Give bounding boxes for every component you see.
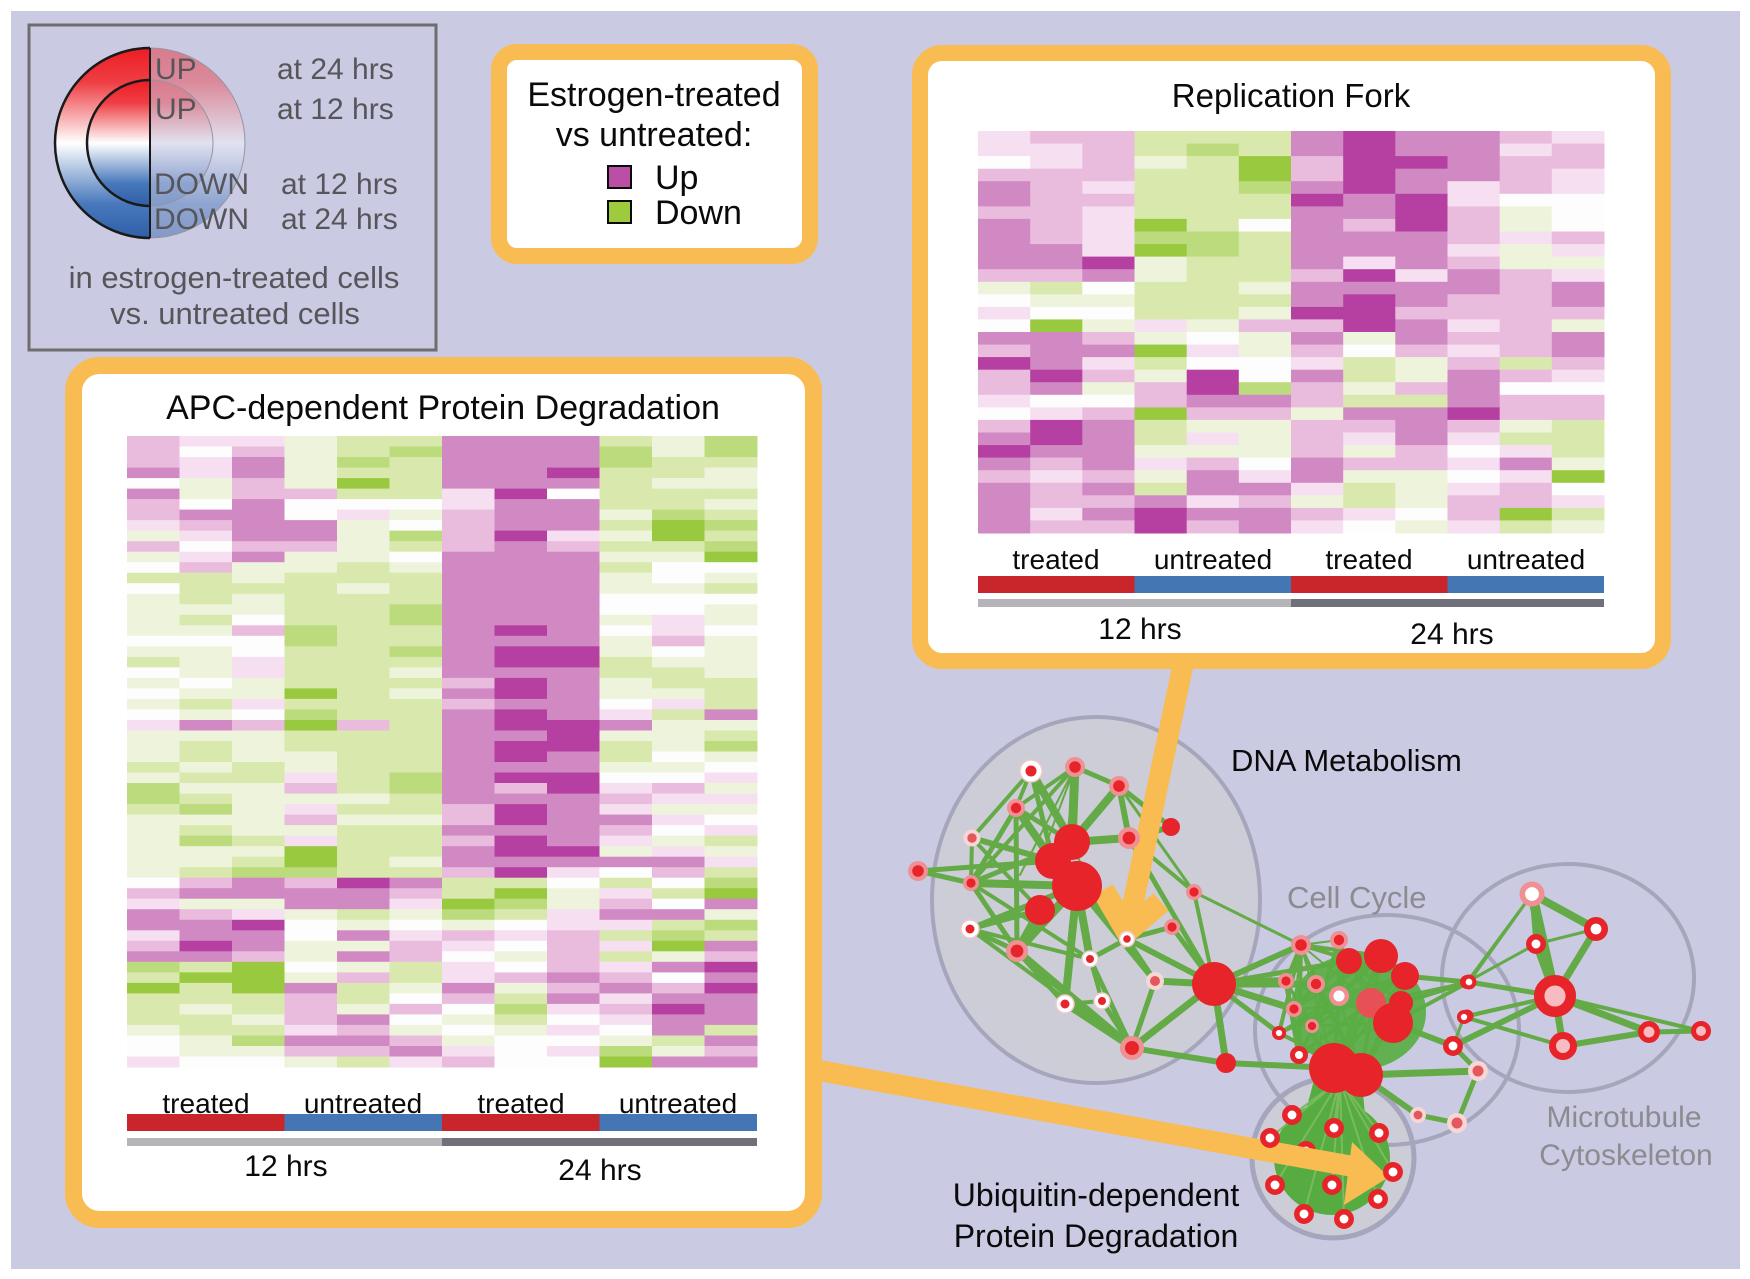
svg-text:Protein Degradation: Protein Degradation (954, 1218, 1239, 1254)
svg-text:12 hrs: 12 hrs (1098, 613, 1181, 646)
svg-text:12 hrs: 12 hrs (244, 1150, 327, 1183)
svg-text:vs. untreated cells: vs. untreated cells (110, 296, 360, 331)
svg-text:treated: treated (162, 1088, 249, 1119)
svg-text:untreated: untreated (1467, 544, 1585, 575)
svg-text:Ubiquitin-dependent: Ubiquitin-dependent (953, 1177, 1240, 1213)
svg-text:treated: treated (1325, 544, 1412, 575)
svg-text:treated: treated (477, 1088, 564, 1119)
svg-text:at 24 hrs: at 24 hrs (277, 53, 394, 86)
svg-text:at 12 hrs: at 12 hrs (277, 93, 394, 126)
svg-text:at 12 hrs: at 12 hrs (281, 168, 398, 201)
svg-text:24 hrs: 24 hrs (558, 1154, 641, 1187)
svg-text:Cell Cycle: Cell Cycle (1287, 880, 1427, 915)
svg-text:Replication Fork: Replication Fork (1172, 77, 1411, 114)
svg-text:Microtubule: Microtubule (1546, 1101, 1701, 1134)
svg-text:Up: Up (655, 159, 698, 197)
svg-text:vs untreated:: vs untreated: (556, 116, 753, 154)
svg-text:untreated: untreated (619, 1088, 737, 1119)
svg-text:untreated: untreated (1154, 544, 1272, 575)
svg-text:DOWN: DOWN (154, 168, 249, 201)
svg-text:at 24 hrs: at 24 hrs (281, 203, 398, 236)
svg-text:in estrogen-treated cells: in estrogen-treated cells (69, 260, 400, 295)
svg-text:DNA Metabolism: DNA Metabolism (1231, 743, 1462, 778)
svg-text:Cytoskeleton: Cytoskeleton (1539, 1139, 1712, 1172)
svg-text:Estrogen-treated: Estrogen-treated (527, 76, 780, 114)
svg-text:Down: Down (655, 194, 742, 232)
svg-text:UP: UP (155, 93, 197, 126)
svg-text:UP: UP (155, 53, 197, 86)
svg-text:treated: treated (1012, 544, 1099, 575)
svg-text:untreated: untreated (304, 1088, 422, 1119)
svg-text:APC-dependent Protein Degradat: APC-dependent Protein Degradation (166, 389, 720, 427)
svg-text:24 hrs: 24 hrs (1410, 618, 1493, 651)
svg-text:DOWN: DOWN (154, 203, 249, 236)
